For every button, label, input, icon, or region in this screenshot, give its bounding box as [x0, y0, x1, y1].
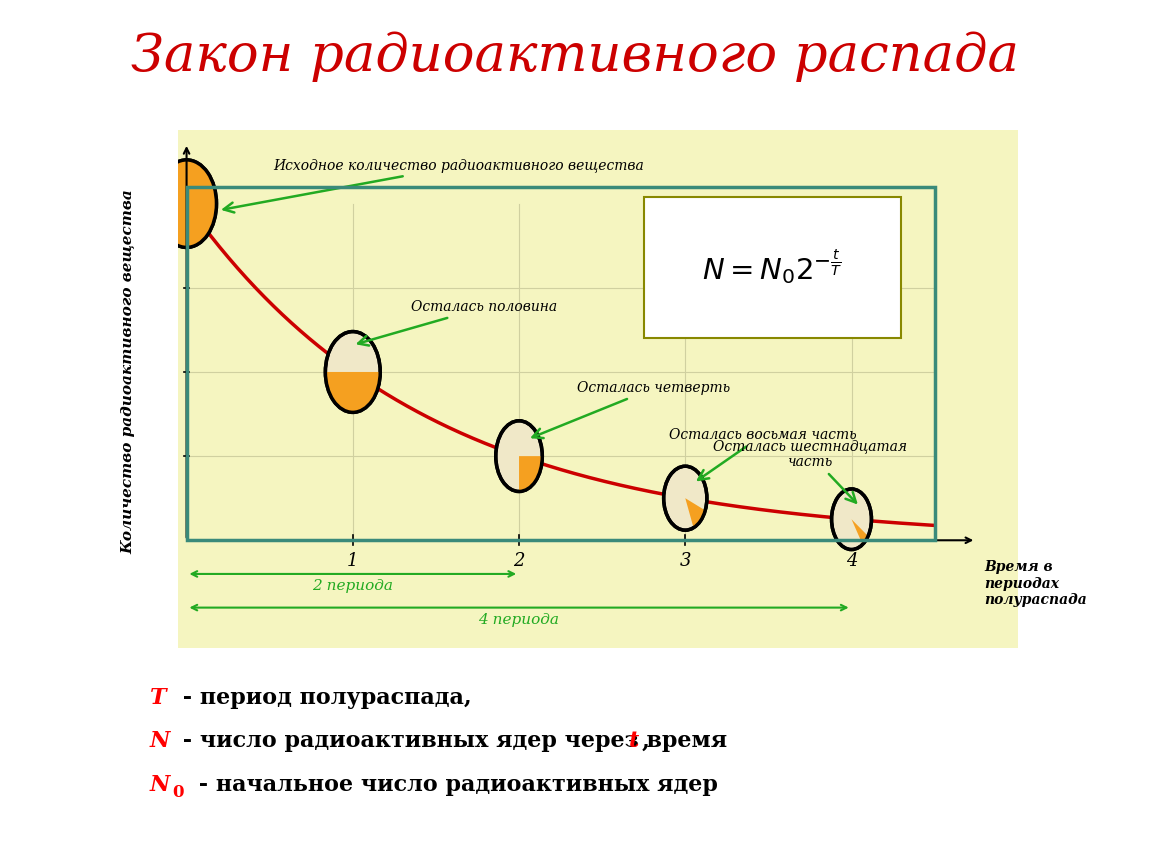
Text: 2: 2 — [513, 552, 524, 570]
Text: 3: 3 — [680, 552, 691, 570]
Text: Количество радиоактивного вещества: Количество радиоактивного вещества — [122, 189, 136, 555]
Text: N: N — [150, 730, 170, 753]
Polygon shape — [325, 372, 381, 412]
Ellipse shape — [156, 160, 216, 247]
Text: Исходное количество радиоактивного вещества: Исходное количество радиоактивного вещес… — [223, 159, 644, 213]
Text: Время в
периодах
полураспада: Время в периодах полураспада — [984, 561, 1087, 607]
Text: Осталась восьмая часть: Осталась восьмая часть — [668, 429, 857, 480]
Text: 2 периода: 2 периода — [313, 579, 393, 593]
Polygon shape — [851, 519, 868, 544]
FancyBboxPatch shape — [644, 197, 902, 339]
Polygon shape — [519, 456, 543, 492]
Text: Закон радиоактивного распада: Закон радиоактивного распада — [131, 30, 1019, 82]
Text: 4: 4 — [845, 552, 857, 570]
Ellipse shape — [831, 489, 872, 550]
Text: ,: , — [642, 730, 650, 753]
Text: Осталась четверть: Осталась четверть — [532, 381, 730, 438]
Ellipse shape — [664, 467, 707, 530]
Bar — [186, 187, 935, 540]
Text: Осталась шестнадцатая
часть: Осталась шестнадцатая часть — [713, 439, 907, 503]
Ellipse shape — [496, 421, 543, 492]
Text: 4 периода: 4 периода — [478, 613, 560, 626]
Text: 1: 1 — [347, 552, 359, 570]
Text: t: t — [629, 730, 639, 753]
Text: - период полураспада,: - период полураспада, — [175, 687, 472, 709]
Ellipse shape — [325, 332, 381, 412]
Polygon shape — [685, 499, 705, 528]
Ellipse shape — [156, 160, 216, 247]
Text: T: T — [150, 687, 166, 709]
Text: N: N — [150, 773, 170, 796]
Text: 0: 0 — [172, 785, 184, 802]
Text: - число радиоактивных ядер через время: - число радиоактивных ядер через время — [175, 730, 735, 753]
Text: Осталась половина: Осталась половина — [358, 301, 557, 346]
Text: - начальное число радиоактивных ядер: - начальное число радиоактивных ядер — [191, 773, 718, 796]
Text: $N=N_0 2^{-\frac{t}{T}}$: $N=N_0 2^{-\frac{t}{T}}$ — [703, 248, 843, 287]
